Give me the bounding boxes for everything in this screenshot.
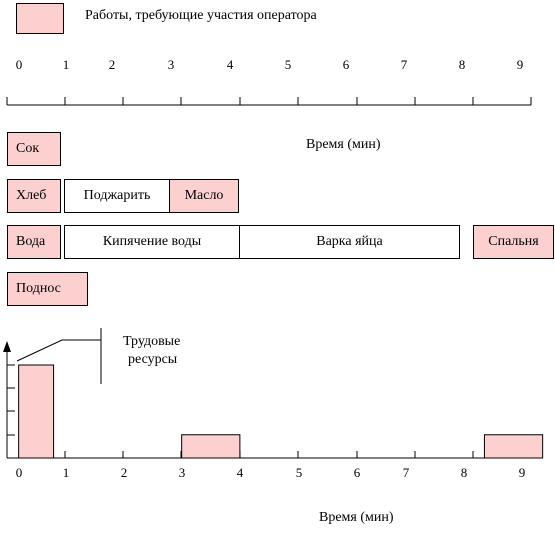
bottom-axis-label: Время (мин) bbox=[319, 510, 394, 525]
labor-bars bbox=[18, 364, 544, 459]
top-tick-2: 2 bbox=[108, 57, 116, 72]
top-tick-5: 5 bbox=[284, 57, 292, 72]
bottom-tick-1: 1 bbox=[62, 465, 70, 480]
task-bread: Хлеб bbox=[7, 179, 61, 213]
labor-bar-0 bbox=[18, 364, 55, 459]
labor-label-line2: ресурсы bbox=[128, 352, 178, 367]
bottom-tick-4: 4 bbox=[236, 465, 244, 480]
bottom-tick-8: 8 bbox=[460, 465, 468, 480]
top-tick-7: 7 bbox=[400, 57, 408, 72]
task-butter: Масло bbox=[169, 179, 239, 213]
task-boil-water: Кипячение воды bbox=[64, 225, 240, 259]
bottom-tick-5: 5 bbox=[295, 465, 303, 480]
top-tick-8: 8 bbox=[458, 57, 466, 72]
legend-label: Работы, требующие участия оператора bbox=[85, 8, 317, 23]
bottom-tick-3: 3 bbox=[178, 465, 186, 480]
labor-label-line1: Трудовые bbox=[123, 334, 181, 349]
bottom-tick-0: 0 bbox=[15, 465, 23, 480]
top-tick-1: 1 bbox=[62, 57, 70, 72]
top-tick-3: 3 bbox=[167, 57, 175, 72]
task-juice: Сок bbox=[7, 132, 61, 166]
top-axis-label: Время (мин) bbox=[306, 137, 381, 152]
task-toast: Поджарить bbox=[64, 179, 170, 213]
bottom-tick-6: 6 bbox=[353, 465, 361, 480]
task-water: Вода bbox=[7, 225, 61, 259]
top-tick-6: 6 bbox=[342, 57, 350, 72]
bottom-tick-2: 2 bbox=[120, 465, 128, 480]
top-tick-4: 4 bbox=[226, 57, 234, 72]
legend-swatch bbox=[16, 3, 64, 34]
task-boil-egg: Варка яйца bbox=[239, 225, 460, 259]
bottom-tick-9: 9 bbox=[518, 465, 526, 480]
labor-bar-2 bbox=[483, 434, 544, 459]
top-tick-0: 0 bbox=[15, 57, 23, 72]
task-tray: Поднос bbox=[7, 272, 88, 306]
top-tick-9: 9 bbox=[516, 57, 524, 72]
bottom-tick-7: 7 bbox=[402, 465, 410, 480]
task-bedroom: Спальня bbox=[473, 225, 554, 259]
labor-bar-1 bbox=[181, 434, 241, 459]
